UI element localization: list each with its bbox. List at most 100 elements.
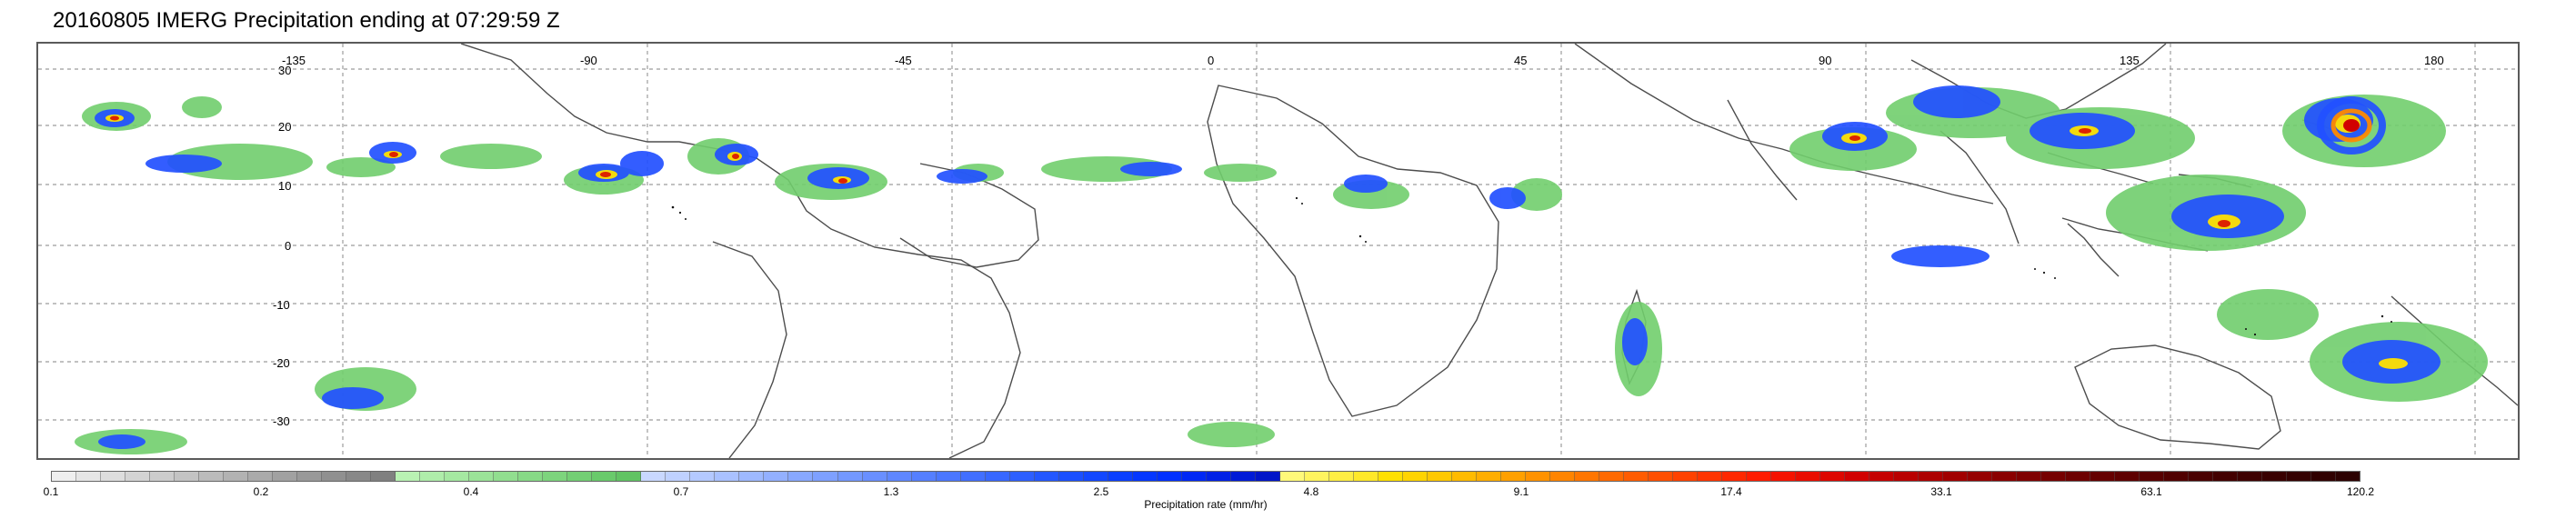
colorbar-title: Precipitation rate (mm/hr): [1144, 498, 1268, 511]
colorbar-segment: [2140, 472, 2165, 481]
colorbar-segment: [1402, 472, 1428, 481]
colorbar-segment: [1083, 472, 1108, 481]
colorbar-tick-label: 0.7: [673, 485, 689, 498]
colorbar-tick-label: 9.1: [1513, 485, 1529, 498]
latitude-label: -10: [273, 298, 290, 312]
longitude-label: 180: [2424, 54, 2444, 67]
latitude-label: 0: [285, 239, 292, 253]
colorbar-segment: [2041, 472, 2067, 481]
precipitation-colorbar: [51, 471, 2360, 482]
colorbar-segment: [641, 472, 667, 481]
colorbar-segment: [1181, 472, 1207, 481]
colorbar-segment: [199, 472, 225, 481]
colorbar-segment: [1034, 472, 1059, 481]
colorbar-segment: [2017, 472, 2042, 481]
colorbar-segment: [666, 472, 691, 481]
colorbar-segment: [1230, 472, 1256, 481]
colorbar-segment: [2311, 472, 2337, 481]
map-gridlines: [38, 44, 2518, 458]
colorbar-segment: [567, 472, 593, 481]
colorbar-segment: [1698, 472, 1723, 481]
colorbar-segment: [150, 472, 175, 481]
colorbar-tick-label: 63.1: [2140, 485, 2162, 498]
colorbar-segment: [1649, 472, 1674, 481]
colorbar-segment: [1599, 472, 1624, 481]
colorbar-segment: [1058, 472, 1084, 481]
colorbar-segment: [1869, 472, 1895, 481]
latitude-label: 10: [278, 179, 292, 193]
colorbar-segment: [1206, 472, 1231, 481]
colorbar-segment: [175, 472, 200, 481]
longitude-label: 0: [1208, 54, 1215, 67]
colorbar-segment: [1943, 472, 1969, 481]
colorbar-segment: [1132, 472, 1158, 481]
colorbar-segment: [616, 472, 642, 481]
longitude-label: -90: [580, 54, 597, 67]
colorbar-segment: [2189, 472, 2214, 481]
colorbar-segment: [911, 472, 937, 481]
colorbar-segment: [273, 472, 298, 481]
colorbar-segment: [445, 472, 470, 481]
colorbar-segment: [715, 472, 740, 481]
colorbar-segment: [1304, 472, 1329, 481]
colorbar-segment: [543, 472, 568, 481]
precipitation-red: [110, 115, 2359, 227]
colorbar-segment: [224, 472, 249, 481]
colorbar-segment: [2164, 472, 2190, 481]
colorbar-segment: [1771, 472, 1797, 481]
latitude-label: -20: [273, 356, 290, 370]
colorbar-segment: [739, 472, 765, 481]
colorbar-segment: [1353, 472, 1378, 481]
colorbar-tick-label: 2.5: [1093, 485, 1109, 498]
precipitation-legend: 0.1 0.2 0.4 0.7 1.3 2.5 4.8 9.1 17.4 33.…: [44, 471, 2374, 518]
colorbar-segment: [2213, 472, 2239, 481]
colorbar-segment: [813, 472, 838, 481]
colorbar-tick-label: 4.8: [1303, 485, 1319, 498]
colorbar-segment: [494, 472, 519, 481]
colorbar-segment: [1549, 472, 1575, 481]
colorbar-segment: [1279, 472, 1305, 481]
longitude-label: 45: [1514, 54, 1528, 67]
colorbar-tick-label: 17.4: [1720, 485, 1742, 498]
colorbar-segment: [1476, 472, 1501, 481]
precipitation-blue: [95, 85, 2441, 449]
colorbar-segment: [1328, 472, 1354, 481]
latitude-label: 20: [278, 120, 292, 134]
colorbar-segment: [788, 472, 814, 481]
colorbar-segment: [2287, 472, 2312, 481]
latitude-label: -30: [273, 414, 290, 428]
colorbar-segment: [2090, 472, 2116, 481]
colorbar-segment: [1747, 472, 1772, 481]
longitude-label: -45: [895, 54, 912, 67]
colorbar-segment: [592, 472, 617, 481]
precipitation-map[interactable]: -135 -90 -45 0 45 90 135 180 30 20 10 0 …: [36, 42, 2520, 460]
colorbar-segment: [469, 472, 495, 481]
colorbar-segment: [1009, 472, 1035, 481]
colorbar-segment: [985, 472, 1010, 481]
colorbar-segment: [1108, 472, 1133, 481]
colorbar-segment: [346, 472, 372, 481]
longitude-label: 90: [1819, 54, 1832, 67]
colorbar-segment: [2336, 472, 2360, 481]
colorbar-segment: [52, 472, 77, 481]
colorbar-segment: [2115, 472, 2140, 481]
colorbar-segment: [322, 472, 347, 481]
precipitation-cyclone-core: [2317, 96, 2386, 155]
colorbar-tick-label: 0.2: [253, 485, 269, 498]
colorbar-segment: [1919, 472, 1944, 481]
longitude-label: 135: [2120, 54, 2140, 67]
colorbar-segment: [1525, 472, 1550, 481]
colorbar-segment: [1624, 472, 1649, 481]
colorbar-segment: [371, 472, 396, 481]
colorbar-segment: [1500, 472, 1526, 481]
longitude-label: -135: [282, 54, 306, 67]
colorbar-segment: [1894, 472, 1919, 481]
colorbar-segment: [248, 472, 274, 481]
colorbar-segment: [1820, 472, 1846, 481]
colorbar-segment: [764, 472, 789, 481]
colorbar-segment: [2238, 472, 2263, 481]
colorbar-segment: [1845, 472, 1870, 481]
colorbar-segment: [2066, 472, 2091, 481]
colorbar-segment: [936, 472, 961, 481]
